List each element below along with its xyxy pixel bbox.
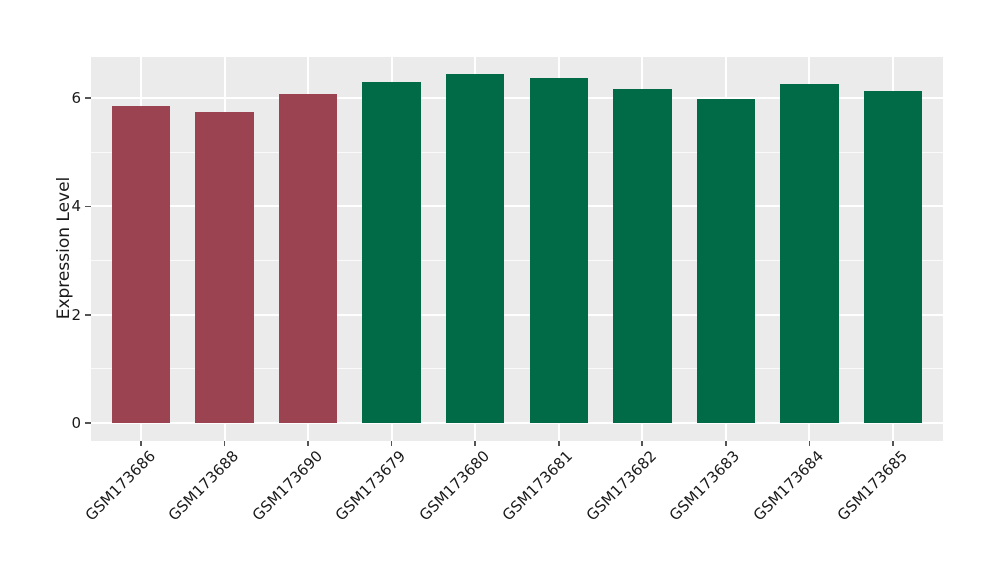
x-tick-mark xyxy=(390,441,393,446)
x-tick-mark xyxy=(140,441,142,446)
bar-GSM173690 xyxy=(278,93,338,424)
x-tick-mark xyxy=(223,441,226,446)
y-tick-mark xyxy=(85,205,91,208)
bar-GSM173685 xyxy=(863,91,923,424)
bar-GSM173683 xyxy=(696,99,756,424)
x-tick-label-text: GSM173681 xyxy=(499,447,577,525)
bar-GSM173686 xyxy=(111,105,171,424)
x-tick-label-text: GSM173679 xyxy=(332,447,410,525)
x-tick-mark xyxy=(725,441,727,446)
bar-GSM173679 xyxy=(362,82,421,424)
x-tick-label-text: GSM173682 xyxy=(582,447,661,525)
gridline-y-major xyxy=(91,313,943,316)
gridline-y-minor xyxy=(91,260,943,262)
x-tick-label-text: GSM173688 xyxy=(165,447,243,525)
gridline-y-minor xyxy=(91,151,943,153)
x-tick-mark xyxy=(808,441,811,446)
x-tick-label-text: GSM173683 xyxy=(666,447,744,525)
x-tick-mark xyxy=(307,441,309,446)
x-tick-mark xyxy=(557,441,560,446)
gridline-y-major xyxy=(91,97,943,100)
y-tick-label: 6 xyxy=(71,89,81,108)
gridline-y-minor xyxy=(91,368,943,370)
y-tick-label: 2 xyxy=(71,305,81,324)
bar-GSM173680 xyxy=(446,74,505,424)
x-tick-mark xyxy=(641,441,644,446)
gridline-y-major xyxy=(91,205,943,208)
bar-GSM173681 xyxy=(529,77,588,424)
x-tick-label-text: GSM173684 xyxy=(749,447,828,525)
x-tick-label-text: GSM173686 xyxy=(81,447,159,525)
bar-GSM173684 xyxy=(780,83,839,424)
y-tick-label: 4 xyxy=(71,197,81,216)
gridline-y-major xyxy=(91,422,943,425)
bar-GSM173682 xyxy=(613,88,672,424)
x-tick-label-text: GSM173680 xyxy=(415,447,493,525)
x-tick-mark xyxy=(474,441,477,446)
x-tick-mark xyxy=(892,441,894,446)
y-tick-label: 0 xyxy=(71,414,81,433)
y-tick-mark xyxy=(85,314,91,316)
x-tick-label-text: GSM173685 xyxy=(833,447,911,525)
y-tick-mark xyxy=(85,97,91,99)
x-tick-label-text: GSM173690 xyxy=(248,447,326,525)
y-tick-mark xyxy=(85,422,91,424)
bar-GSM173688 xyxy=(195,111,254,424)
